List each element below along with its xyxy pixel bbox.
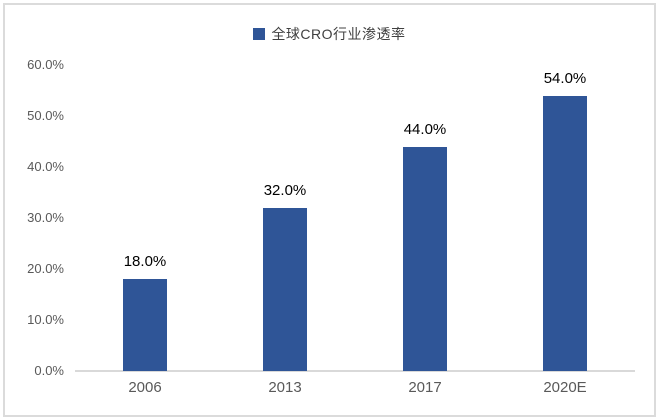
x-axis-line: [75, 370, 635, 372]
y-axis-tick-label: 60.0%: [27, 57, 64, 72]
bar: [123, 279, 167, 371]
bar-value-label: 54.0%: [543, 69, 587, 87]
x-axis-label: 2020E: [543, 379, 587, 396]
bar: [543, 95, 587, 371]
bar: [263, 207, 307, 371]
legend-swatch: [253, 28, 266, 40]
legend-label: 全球CRO行业渗透率: [271, 26, 406, 42]
bar-value-label: 44.0%: [403, 120, 447, 138]
bar-value-label: 32.0%: [263, 181, 307, 199]
y-axis-tick-label: 40.0%: [27, 159, 64, 174]
y-axis-tick-label: 0.0%: [34, 363, 64, 378]
bar-value-label: 18.0%: [123, 253, 167, 271]
legend: 全球CRO行业渗透率: [0, 24, 659, 44]
x-axis-label: 2013: [268, 379, 302, 396]
y-axis-tick-label: 30.0%: [27, 210, 64, 225]
bar: [403, 146, 447, 371]
x-axis-label: 2017: [408, 379, 442, 396]
y-axis-tick-label: 50.0%: [27, 108, 64, 123]
x-axis-label: 2006: [128, 379, 162, 396]
y-axis-tick-label: 10.0%: [27, 312, 64, 327]
y-axis-tick-label: 20.0%: [27, 261, 64, 276]
